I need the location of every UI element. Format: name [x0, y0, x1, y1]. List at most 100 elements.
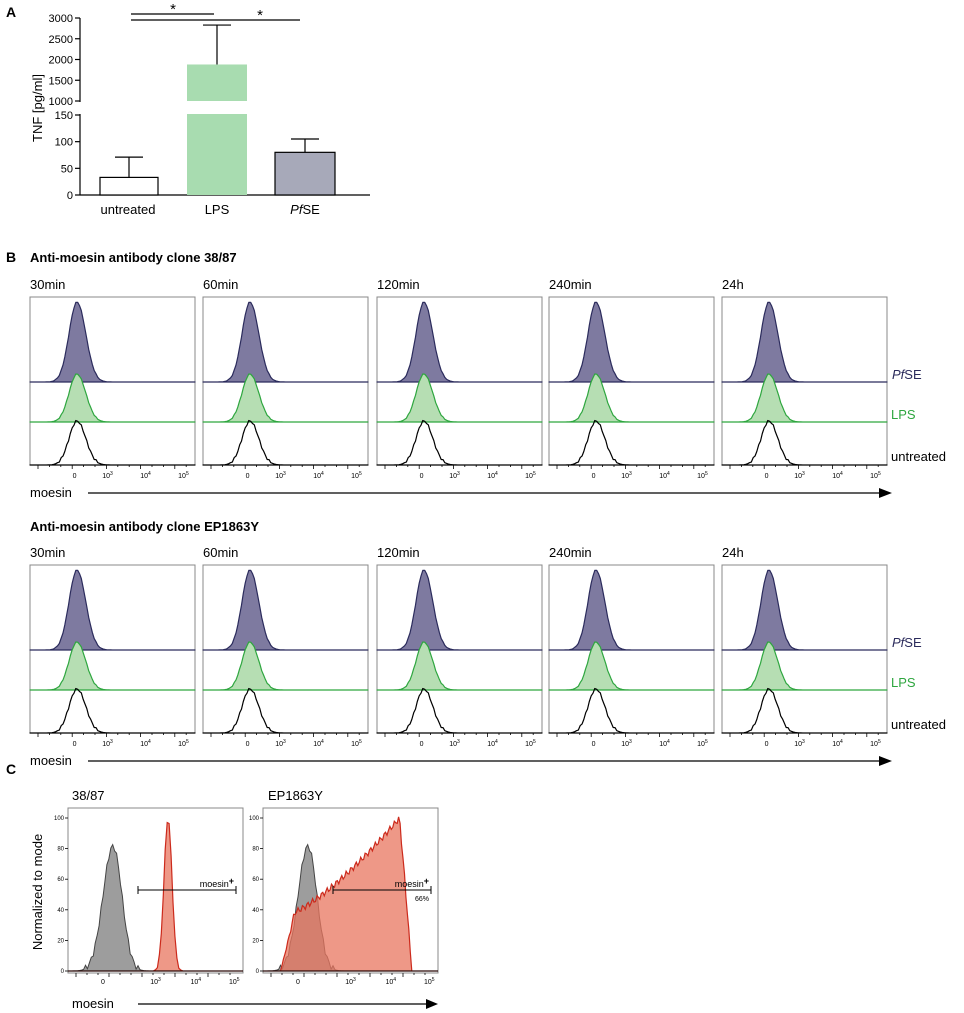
- y-tick-label: 80: [252, 847, 259, 853]
- significance-star-2: *: [257, 7, 263, 24]
- x-tick-label: 104: [487, 471, 498, 480]
- x-tick-label: 105: [697, 471, 708, 480]
- x-tick-label: 0: [73, 741, 77, 748]
- panel-b-x-axis-label: moesin: [30, 485, 72, 500]
- x-tick-label: 0: [73, 473, 77, 480]
- x-tick-label: 0: [246, 741, 250, 748]
- panel-c-plot-ep1863y: 0 20 40 60 80 100 moesin+ 66% 0 103 104 105: [249, 807, 439, 986]
- x-tick-label: 0: [592, 473, 596, 480]
- x-tick-label: 0: [246, 473, 250, 480]
- y-tick-label: 20: [57, 938, 64, 944]
- x-tick-label: 0: [101, 979, 105, 986]
- panel-c-letter: C: [6, 761, 16, 777]
- panel-c-plot-2-title: EP1863Y: [268, 788, 323, 803]
- moesin-histogram: [263, 816, 438, 972]
- bar-lps-upper: [187, 64, 247, 101]
- histogram-curve-pfse: [29, 301, 196, 383]
- x-tick-label: 104: [385, 977, 396, 986]
- histogram-curve-LPS: [376, 641, 543, 691]
- y-tick-label: 1500: [49, 75, 73, 87]
- block-1-title: Anti-moesin antibody clone 38/87: [30, 250, 237, 265]
- x-tick-label: 104: [313, 471, 324, 480]
- block-2-title: Anti-moesin antibody clone EP1863Y: [30, 519, 259, 534]
- timepoint-label-240min: 240min: [549, 277, 592, 292]
- series-label-pfse: PfSE: [892, 635, 922, 650]
- histogram-curve-untreated: [202, 687, 369, 734]
- histogram-curve-pfse: [548, 569, 715, 651]
- x-tick-label: 105: [697, 739, 708, 748]
- panel-b-arrow-head: [879, 488, 892, 498]
- panel-b-x-axis-label: moesin: [30, 753, 72, 768]
- timepoint-label-60min: 60min: [203, 277, 238, 292]
- histogram-curve-LPS: [376, 373, 543, 423]
- histogram-curve-untreated: [721, 687, 888, 734]
- timepoint-label-24h: 24h: [722, 277, 744, 292]
- panel-c-y-axis-label: Normalized to mode: [30, 834, 45, 950]
- histogram-curve-untreated: [376, 687, 543, 734]
- x-tick-label: 105: [870, 739, 881, 748]
- series-label-pfse: PfSE: [892, 367, 922, 382]
- panel-a-ticks: 0 50 100 150 1000 1500 2000 2500 3000: [49, 13, 80, 202]
- x-tick-label: 104: [659, 471, 670, 480]
- x-tick-label: 103: [794, 471, 805, 480]
- y-tick-label: 80: [57, 847, 64, 853]
- x-tick-label: 0: [592, 741, 596, 748]
- x-tick-label: 103: [102, 471, 113, 480]
- panel-b-arrow-head: [879, 756, 892, 766]
- timepoint-label-60min: 60min: [203, 545, 238, 560]
- x-tick-label: 104: [140, 471, 151, 480]
- histogram-curve-pfse: [29, 569, 196, 651]
- timepoint-label-240min: 240min: [549, 545, 592, 560]
- x-tick-label: 105: [525, 739, 536, 748]
- histogram-curve-pfse: [202, 569, 369, 651]
- series-label-LPS: LPS: [891, 407, 916, 422]
- series-label-LPS: LPS: [891, 675, 916, 690]
- histogram-curve-LPS: [29, 373, 196, 423]
- x-tick-label: 104: [487, 739, 498, 748]
- x-tick-label: 104: [832, 739, 843, 748]
- x-tick-label: 103: [150, 977, 161, 986]
- x-tick-label: 104: [832, 471, 843, 480]
- x-tick-label: 0: [296, 979, 300, 986]
- panel-a-letter: A: [6, 4, 16, 20]
- histogram-curve-LPS: [721, 641, 888, 691]
- histogram-curve-untreated: [548, 687, 715, 734]
- x-tick-label: 103: [794, 739, 805, 748]
- x-tick-label: 104: [140, 739, 151, 748]
- timepoint-label-24h: 24h: [722, 545, 744, 560]
- x-tick-label: 103: [621, 471, 632, 480]
- panel-b-letter: B: [6, 249, 16, 265]
- x-tick-label: 105: [178, 471, 189, 480]
- x-tick-label: 103: [345, 977, 356, 986]
- x-tick-label: 0: [420, 473, 424, 480]
- y-tick-label: 60: [252, 877, 259, 883]
- category-label-pfse: PfSE: [290, 202, 320, 217]
- gate-label: moesin+: [395, 876, 429, 889]
- histogram-curve-untreated: [29, 419, 196, 466]
- y-tick-label: 20: [252, 938, 259, 944]
- x-tick-label: 0: [420, 741, 424, 748]
- histogram-curve-pfse: [721, 569, 888, 651]
- category-label-untreated: untreated: [101, 202, 156, 217]
- y-tick-label: 150: [55, 110, 73, 122]
- x-tick-label: 104: [313, 739, 324, 748]
- timepoint-label-120min: 120min: [377, 545, 420, 560]
- histogram-curve-LPS: [202, 373, 369, 423]
- series-label-untreated: untreated: [891, 449, 946, 464]
- histogram-curve-pfse: [376, 569, 543, 651]
- panel-c-plot-38-87: 0 20 40 60 80 100 moesin+ 0 103 104 105: [54, 807, 244, 986]
- x-tick-label: 105: [178, 739, 189, 748]
- histogram-curve-pfse: [202, 301, 369, 383]
- panel-c-arrow-head: [426, 999, 438, 1009]
- histogram-curve-untreated: [202, 419, 369, 466]
- histogram-block-38-87: 30min 0 103 104 105 60min 0 103 104 105 120min 0 103…: [29, 277, 946, 500]
- histogram-curve-untreated: [548, 419, 715, 466]
- y-tick-label: 40: [252, 908, 259, 914]
- panel-a-error-bars: [115, 24, 319, 178]
- x-tick-label: 103: [102, 739, 113, 748]
- x-tick-label: 103: [621, 739, 632, 748]
- significance-star-1: *: [170, 1, 176, 18]
- y-tick-label: 0: [256, 969, 260, 975]
- gate-label: moesin+: [200, 876, 234, 889]
